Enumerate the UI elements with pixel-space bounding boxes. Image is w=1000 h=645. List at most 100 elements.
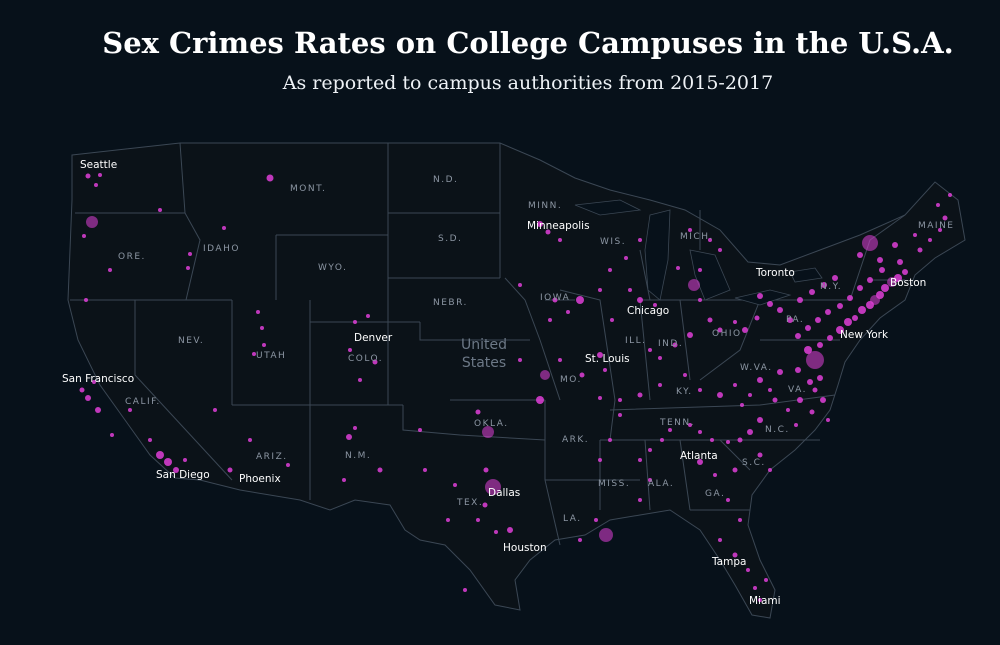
- state-label-utah: UTAH: [256, 351, 286, 361]
- incident-point: [862, 235, 878, 251]
- incident-point: [892, 242, 898, 248]
- incident-point: [638, 458, 642, 462]
- state-label-ny: N.Y.: [820, 282, 842, 292]
- incident-point: [653, 303, 657, 307]
- incident-point: [188, 252, 192, 256]
- incident-point: [857, 285, 863, 291]
- incident-point: [697, 459, 703, 465]
- city-label-miami: Miami: [749, 595, 781, 607]
- incident-point: [668, 428, 672, 432]
- incident-point: [85, 173, 91, 179]
- incident-point: [767, 301, 773, 307]
- incident-point: [648, 448, 652, 452]
- state-label-nm: N.M.: [345, 451, 371, 461]
- incident-point: [748, 393, 752, 397]
- incident-point: [342, 478, 346, 482]
- incident-point: [902, 269, 908, 275]
- state-label-nd: N.D.: [433, 175, 458, 185]
- state-label-maine: MAINE: [918, 221, 955, 231]
- incident-point: [558, 238, 562, 242]
- incident-point: [82, 234, 86, 238]
- state-label-wyo: WYO.: [318, 263, 347, 273]
- incident-point: [726, 440, 730, 444]
- incident-point: [485, 479, 501, 495]
- incident-point: [806, 351, 824, 369]
- state-label-ill: ILL.: [625, 336, 647, 346]
- incident-point: [94, 183, 98, 187]
- incident-point: [660, 438, 664, 442]
- incident-point: [597, 352, 603, 358]
- incident-point: [418, 428, 422, 432]
- country-label-line-1: United: [461, 337, 507, 353]
- incident-point: [252, 352, 256, 356]
- incident-point: [757, 417, 763, 423]
- incident-point: [852, 315, 858, 321]
- incident-point: [84, 298, 88, 302]
- incident-point: [757, 452, 763, 458]
- incident-point: [768, 388, 772, 392]
- incident-point: [809, 409, 815, 415]
- city-label-minneapolis: Minneapolis: [527, 220, 590, 232]
- incident-point: [86, 216, 98, 228]
- incident-point: [836, 326, 844, 334]
- incident-point: [777, 369, 783, 375]
- incident-point: [222, 226, 226, 230]
- incident-point: [128, 408, 132, 412]
- incident-point: [698, 430, 702, 434]
- incident-point: [740, 403, 744, 407]
- incident-point: [599, 528, 613, 542]
- city-label-san-francisco: San Francisco: [62, 373, 134, 385]
- incident-point: [795, 333, 801, 339]
- incident-point: [598, 288, 602, 292]
- incident-point: [545, 229, 551, 235]
- state-label-ga: GA.: [705, 489, 725, 499]
- state-label-sd: S.D.: [438, 234, 462, 244]
- incident-point: [687, 332, 693, 338]
- incident-point: [826, 418, 830, 422]
- incident-point: [628, 288, 632, 292]
- incident-point: [266, 174, 274, 182]
- incident-point: [768, 468, 772, 472]
- state-label-colo: COLO.: [348, 354, 383, 364]
- incident-point: [746, 568, 750, 572]
- incident-point: [758, 598, 762, 602]
- incident-point: [794, 423, 798, 427]
- incident-point: [797, 297, 803, 303]
- incident-point: [624, 256, 628, 260]
- state-label-ind: IND.: [658, 339, 683, 349]
- incident-point: [366, 314, 370, 318]
- incident-point: [346, 434, 352, 440]
- incident-point: [566, 310, 570, 314]
- incident-point: [598, 396, 602, 400]
- incident-point: [688, 423, 692, 427]
- state-label-tex: TEX.: [456, 498, 483, 508]
- incident-point: [844, 318, 852, 326]
- incident-point: [753, 586, 757, 590]
- incident-point: [847, 295, 853, 301]
- incident-point: [737, 437, 743, 443]
- incident-point: [637, 297, 643, 303]
- incident-point: [825, 309, 831, 315]
- incident-point: [676, 266, 680, 270]
- us-landmass: [67, 142, 966, 619]
- incident-point: [638, 498, 642, 502]
- incident-point: [227, 467, 233, 473]
- city-label-toronto: Toronto: [755, 267, 795, 279]
- state-label-la: LA.: [563, 514, 582, 524]
- incident-point: [537, 221, 543, 227]
- incident-point: [598, 458, 602, 462]
- incident-point: [638, 238, 642, 242]
- incident-point: [812, 387, 818, 393]
- incident-point: [463, 588, 467, 592]
- city-label-boston: Boston: [890, 277, 926, 289]
- city-label-chicago: Chicago: [627, 305, 669, 317]
- state-label-mich: MICH.: [680, 232, 714, 242]
- incident-point: [683, 373, 687, 377]
- incident-point: [594, 518, 598, 522]
- incident-point: [881, 284, 889, 292]
- incident-point: [548, 318, 552, 322]
- incident-point: [797, 397, 803, 403]
- incident-point: [536, 396, 544, 404]
- incident-point: [156, 451, 164, 459]
